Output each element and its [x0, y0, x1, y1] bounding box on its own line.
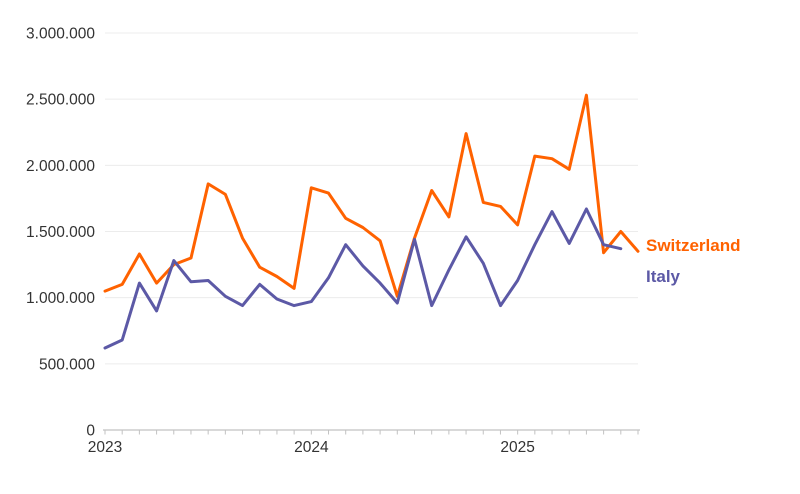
y-axis-labels: 0 500.000 1.000.000 1.500.000 2.000.000 2.500… — [26, 26, 95, 440]
x-axis-year-label: 2023 — [88, 439, 122, 456]
y-axis-tick-label: 500.000 — [39, 356, 95, 373]
y-axis-tick-label: 0 — [86, 423, 95, 440]
y-axis-tick-label: 3.000.000 — [26, 26, 95, 43]
gridlines — [105, 32, 638, 365]
series-line-switzerland — [103, 93, 640, 298]
series-label-switzerland: Switzerland — [646, 236, 740, 255]
y-axis-tick-label: 1.500.000 — [26, 224, 95, 241]
series-label-italy: Italy — [646, 267, 681, 286]
series-line-italy — [103, 207, 623, 350]
series-lines — [103, 93, 640, 350]
x-axis-year-label: 2024 — [294, 439, 329, 456]
y-axis-tick-label: 2.000.000 — [26, 158, 95, 175]
x-axis-year-label: 2025 — [500, 439, 534, 456]
y-axis-tick-label: 1.000.000 — [26, 290, 95, 307]
y-axis-tick-label: 2.500.000 — [26, 92, 95, 109]
x-axis: 2023 2024 2025 — [88, 429, 640, 456]
